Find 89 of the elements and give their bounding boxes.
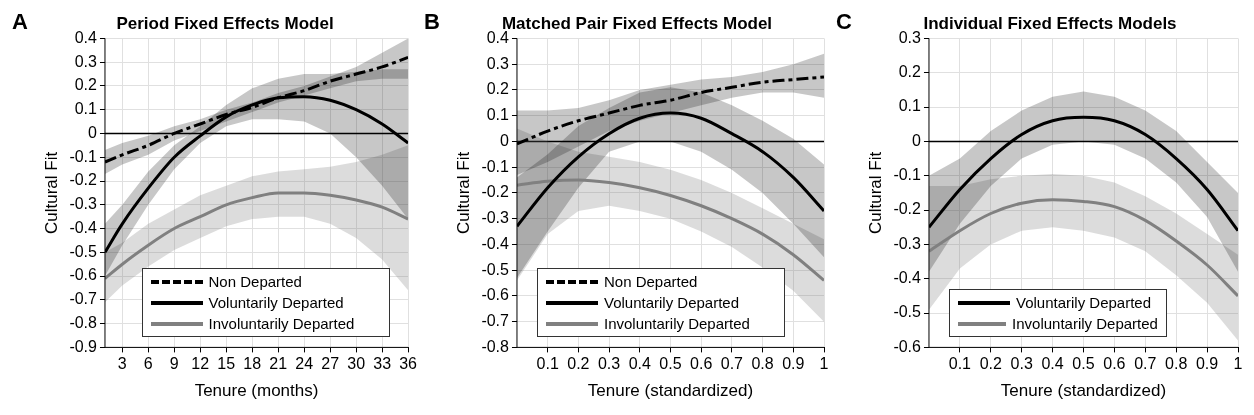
y-tick-label: 0 [500,131,510,149]
text: B [424,9,440,35]
x-tick-label: 0.8 [751,355,774,373]
legend-label: Voluntarily Departed [208,294,344,312]
y-tick-label: -0.6 [893,337,922,355]
x-tick-label: 33 [373,355,392,373]
y-tick-label: -0.4 [481,234,510,252]
line-series [928,198,1238,298]
y-tick-label: 0 [912,131,922,149]
x-tick-label: 0.6 [690,355,713,373]
y-tick-label: -0.2 [69,171,98,189]
y-tick-label: -0.3 [69,195,98,213]
x-tick-label: 3 [117,355,127,373]
x-tick-label: 0.7 [720,355,744,373]
x-tick-label: 0.6 [1103,355,1126,373]
y-tick-label: -0.2 [893,200,922,218]
legend-label: Involuntarily Departed [603,315,750,333]
y-tick-label: -0.4 [69,218,98,236]
y-tick-label: 0.4 [74,28,98,46]
y-tick-label: 0.3 [486,54,510,72]
y-tick-label: 0.1 [74,100,98,118]
x-tick-label: 0.2 [979,355,1002,373]
y-tick-label: 0 [88,123,98,141]
y-tick-label: -0.1 [69,147,98,165]
x-tick-label: 36 [399,355,418,373]
legend-label: Non Departed [208,273,302,291]
text: C [836,9,852,35]
x-tick-label: 0.1 [536,355,559,373]
chart-title: Period Fixed Effects Model [116,13,334,33]
legend-label: Involuntarily Departed [1012,315,1158,333]
y-tick-label: -0.2 [481,183,510,201]
y-tick-label: -0.7 [69,290,98,308]
y-tick-label: -0.5 [69,242,98,260]
y-tick-label: -0.6 [69,266,98,284]
y-tick-label: 0.2 [898,63,922,81]
y-tick-label: -0.8 [69,314,98,332]
x-tick-label: 12 [191,355,210,373]
y-tick-label: -0.5 [893,303,922,321]
x-tick-label: 0.5 [1072,355,1095,373]
x-tick-label: 21 [269,355,288,373]
text: A [12,9,28,35]
x-tick-label: 0.4 [628,355,651,373]
x-tick-label: 0.3 [597,355,621,373]
x-tick-label: 0.3 [1010,355,1033,373]
legend-label: Non Departed [603,273,698,291]
y-tick-label: -0.3 [481,209,510,227]
x-tick-label: 0.8 [1165,355,1188,373]
x-tick-label: 30 [347,355,366,373]
x-axis-title: Tenure (months) [194,381,319,401]
y-tick-label: 0.2 [486,80,510,98]
x-tick-label: 0.4 [1041,355,1064,373]
y-axis-title: Cultural Fit [865,151,885,234]
x-tick-label: 0.9 [782,355,805,373]
y-tick-label: 0.1 [898,97,922,115]
x-tick-label: 0.2 [567,355,590,373]
y-axis-title: Cultural Fit [453,151,473,234]
x-tick-label: 15 [217,355,236,373]
x-tick-label: 18 [243,355,262,373]
y-tick-label: -0.4 [893,269,922,287]
x-tick-label: 0.7 [1134,355,1157,373]
y-tick-label: 0.1 [486,106,510,124]
y-tick-label: -0.8 [481,337,510,355]
y-tick-label: 0.4 [486,28,510,46]
x-tick-label: 9 [169,355,179,373]
x-tick-label: 1 [1233,355,1243,373]
y-tick-label: -0.1 [893,166,922,184]
x-tick-label: 6 [143,355,153,373]
y-tick-label: 0.3 [898,28,922,46]
x-tick-label: 27 [321,355,340,373]
y-tick-label: -0.7 [481,312,510,330]
y-tick-label: -0.3 [893,234,922,252]
legend-label: Voluntarily Departed [1015,294,1152,312]
y-tick-label: -0.1 [481,157,510,175]
y-tick-label: -0.6 [481,286,510,304]
y-axis-title: Cultural Fit [41,151,61,234]
x-tick-label: 1 [819,355,829,373]
legend-label: Voluntarily Departed [603,294,740,312]
x-tick-label: 0.5 [659,355,682,373]
x-axis-title: Tenure (standardized) [587,381,754,401]
y-tick-label: -0.5 [481,260,510,278]
y-tick-label: 0.3 [74,52,98,70]
y-tick-label: 0.2 [74,76,98,94]
legend-label: Involuntarily Departed [208,315,355,333]
x-tick-label: 0.1 [948,355,972,373]
y-tick-label: -0.9 [69,337,98,355]
chart-title: Individual Fixed Effects Models [923,13,1177,33]
x-tick-label: 24 [295,355,314,373]
x-tick-label: 0.9 [1195,355,1219,373]
x-axis-title: Tenure (standardized) [1000,381,1167,401]
